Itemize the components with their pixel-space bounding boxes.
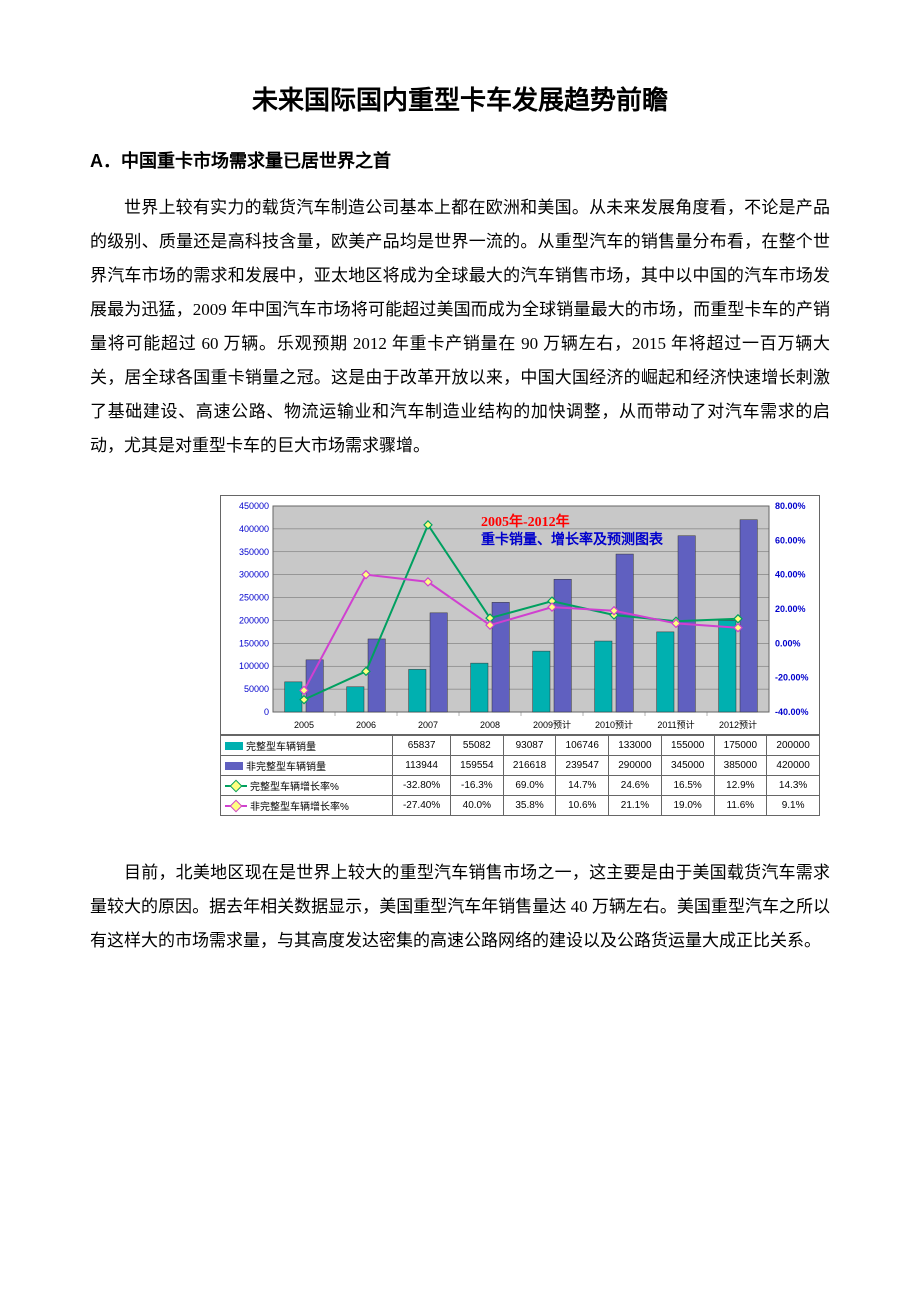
table-cell: 14.3% [767, 776, 820, 796]
svg-text:100000: 100000 [239, 661, 269, 671]
table-cell: 200000 [767, 736, 820, 756]
table-cell: 420000 [767, 756, 820, 776]
table-cell: 40.0% [450, 796, 503, 816]
table-cell: -27.40% [393, 796, 451, 816]
table-cell: 19.0% [661, 796, 714, 816]
section-a-heading: A．中国重卡市场需求量已居世界之首 [90, 147, 830, 173]
table-cell: 21.1% [609, 796, 662, 816]
svg-text:2011预计: 2011预计 [657, 719, 694, 730]
legend-swatch [225, 742, 243, 750]
legend-swatch [225, 801, 247, 811]
table-cell: -32.80% [393, 776, 451, 796]
table-cell: 290000 [609, 756, 662, 776]
table-cell: 69.0% [503, 776, 556, 796]
table-cell: 133000 [609, 736, 662, 756]
svg-text:20.00%: 20.00% [775, 604, 806, 614]
svg-text:40.00%: 40.00% [775, 570, 806, 580]
chart-data-table: 完整型车辆销量 658375508293087106746133000155000… [220, 735, 820, 816]
table-cell: 9.1% [767, 796, 820, 816]
chart-title-line2: 重卡销量、增长率及预测图表 [481, 532, 663, 550]
svg-text:0: 0 [264, 707, 269, 717]
chart-title: 2005年-2012年 重卡销量、增长率及预测图表 [481, 514, 663, 550]
sales-chart: 0 50000 100000 150000 200000 250000 300000 3500… [220, 495, 820, 816]
table-cell: 16.5% [661, 776, 714, 796]
svg-text:350000: 350000 [239, 547, 269, 557]
table-cell: 159554 [450, 756, 503, 776]
svg-text:2008: 2008 [480, 720, 500, 730]
svg-text:300000: 300000 [239, 570, 269, 580]
svg-text:80.00%: 80.00% [775, 501, 806, 511]
table-cell: 65837 [393, 736, 451, 756]
svg-text:450000: 450000 [239, 501, 269, 511]
table-row: 完整型车辆增长率% -32.80%-16.3%69.0%14.7%24.6%16.… [221, 776, 820, 796]
legend-label: 完整型车辆增长率% [250, 778, 339, 793]
svg-text:50000: 50000 [244, 684, 269, 694]
legend-label: 完整型车辆销量 [246, 738, 316, 753]
svg-text:2009预计: 2009预计 [533, 719, 571, 730]
table-cell: 93087 [503, 736, 556, 756]
svg-text:150000: 150000 [239, 638, 269, 648]
table-row: 完整型车辆销量 658375508293087106746133000155000… [221, 736, 820, 756]
table-cell: 345000 [661, 756, 714, 776]
svg-text:250000: 250000 [239, 593, 269, 603]
paragraph-1: 世界上较有实力的载货汽车制造公司基本上都在欧洲和美国。从未来发展角度看，不论是产… [90, 191, 830, 463]
page-title: 未来国际国内重型卡车发展趋势前瞻 [90, 80, 830, 117]
table-cell: 12.9% [714, 776, 767, 796]
table-cell: 175000 [714, 736, 767, 756]
svg-text:200000: 200000 [239, 615, 269, 625]
svg-text:-40.00%: -40.00% [775, 707, 809, 717]
svg-text:2012预计: 2012预计 [719, 719, 757, 730]
svg-text:-20.00%: -20.00% [775, 673, 809, 683]
table-cell: 35.8% [503, 796, 556, 816]
svg-text:60.00%: 60.00% [775, 535, 806, 545]
legend-swatch [225, 762, 243, 770]
chart-box: 0 50000 100000 150000 200000 250000 300000 3500… [220, 495, 820, 735]
table-cell: -16.3% [450, 776, 503, 796]
table-row: 非完整型车辆增长率% -27.40%40.0%35.8%10.6%21.1%19.… [221, 796, 820, 816]
legend-swatch [225, 781, 247, 791]
table-cell: 239547 [556, 756, 609, 776]
legend-label: 非完整型车辆销量 [246, 758, 326, 773]
svg-text:2007: 2007 [418, 720, 438, 730]
table-cell: 155000 [661, 736, 714, 756]
svg-text:0.00%: 0.00% [775, 638, 801, 648]
table-cell: 24.6% [609, 776, 662, 796]
chart-title-line1: 2005年-2012年 [481, 514, 663, 532]
table-cell: 11.6% [714, 796, 767, 816]
table-cell: 55082 [450, 736, 503, 756]
table-cell: 216618 [503, 756, 556, 776]
table-cell: 14.7% [556, 776, 609, 796]
table-cell: 106746 [556, 736, 609, 756]
table-cell: 10.6% [556, 796, 609, 816]
legend-label: 非完整型车辆增长率% [250, 798, 349, 813]
paragraph-2: 目前，北美地区现在是世界上较大的重型汽车销售市场之一，这主要是由于美国载货汽车需… [90, 856, 830, 958]
table-row: 非完整型车辆销量 11394415955421661823954729000034… [221, 756, 820, 776]
table-cell: 385000 [714, 756, 767, 776]
table-cell: 113944 [393, 756, 451, 776]
svg-text:2006: 2006 [356, 720, 376, 730]
svg-text:2010预计: 2010预计 [595, 719, 633, 730]
svg-text:400000: 400000 [239, 524, 269, 534]
svg-text:2005: 2005 [294, 720, 314, 730]
